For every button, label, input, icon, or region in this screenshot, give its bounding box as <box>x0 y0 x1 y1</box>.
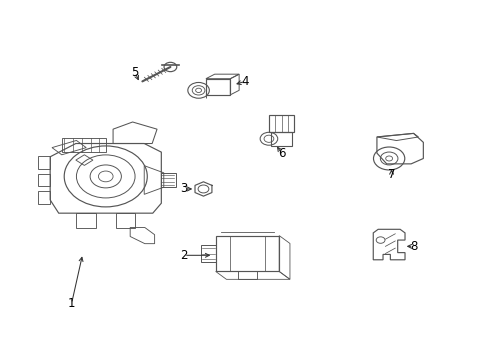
Text: 4: 4 <box>241 75 249 88</box>
Text: 8: 8 <box>410 240 417 253</box>
Text: 5: 5 <box>131 66 139 79</box>
Text: 3: 3 <box>180 183 188 195</box>
Text: 7: 7 <box>388 168 395 181</box>
Text: 2: 2 <box>180 249 188 262</box>
Text: 6: 6 <box>278 147 285 159</box>
Text: 1: 1 <box>68 297 75 310</box>
